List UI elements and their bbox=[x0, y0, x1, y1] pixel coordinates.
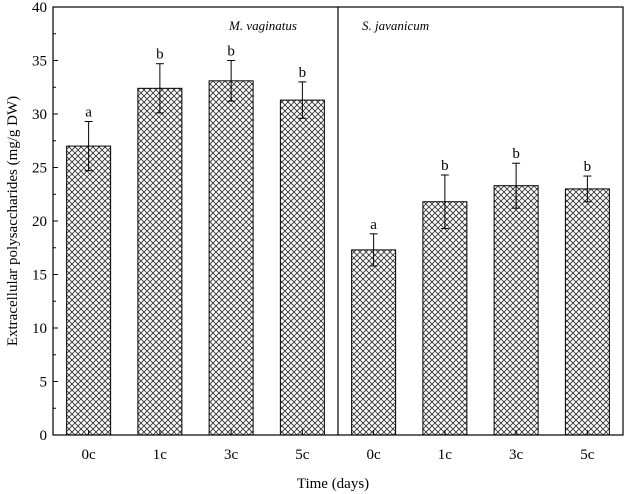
y-axis-title: Extracellular polysaccharides (mg/g DW) bbox=[5, 96, 21, 346]
y-tick-label: 20 bbox=[32, 214, 47, 230]
x-tick-label: 3c bbox=[509, 447, 524, 463]
significance-label: b bbox=[512, 146, 520, 162]
panel-label-m-vaginatus: M. vaginatus bbox=[228, 18, 297, 33]
x-axis-title: Time (days) bbox=[297, 476, 369, 492]
bar-m-vaginatus-5c bbox=[279, 99, 325, 436]
error-bars-layer bbox=[84, 60, 592, 267]
y-tick-label: 30 bbox=[32, 107, 47, 123]
x-tick-label: 1c bbox=[153, 447, 168, 463]
x-tick-label: 5c bbox=[580, 447, 595, 463]
y-tick-label: 35 bbox=[32, 54, 47, 70]
y-tick-label: 10 bbox=[32, 321, 47, 337]
bar-m-vaginatus-0c bbox=[66, 145, 112, 436]
x-axis: 0c 1c 3c 5c 0c 1c 3c 5c bbox=[82, 430, 595, 463]
y-tick-label: 15 bbox=[32, 268, 47, 284]
bar-s-javanicum-1c bbox=[422, 201, 468, 436]
x-tick-label: 3c bbox=[224, 447, 239, 463]
significance-label: b bbox=[441, 158, 449, 174]
bar-m-vaginatus-1c bbox=[137, 87, 183, 436]
bar-s-javanicum-5c bbox=[564, 188, 610, 436]
bar-s-javanicum-0c bbox=[351, 249, 397, 436]
y-axis: 0 5 10 15 20 25 30 35 40 bbox=[32, 0, 58, 444]
y-tick-label: 25 bbox=[32, 161, 47, 177]
x-tick-label: 1c bbox=[438, 447, 453, 463]
y-tick-label: 0 bbox=[40, 428, 48, 444]
x-tick-label: 5c bbox=[295, 447, 310, 463]
significance-label: b bbox=[156, 47, 164, 63]
significance-label: a bbox=[370, 217, 377, 233]
significance-label: b bbox=[227, 44, 235, 60]
significance-labels-layer: a b b b a b b b bbox=[85, 44, 591, 233]
x-tick-label: 0c bbox=[82, 447, 97, 463]
y-tick-label: 40 bbox=[32, 0, 47, 16]
bar-m-vaginatus-3c bbox=[208, 80, 254, 436]
significance-label: a bbox=[85, 104, 92, 120]
significance-label: b bbox=[584, 159, 592, 175]
bars-layer bbox=[66, 80, 610, 436]
bar-s-javanicum-3c bbox=[493, 185, 539, 436]
y-tick-label: 5 bbox=[40, 375, 48, 391]
x-tick-label: 0c bbox=[367, 447, 382, 463]
panel-label-s-javanicum: S. javanicum bbox=[362, 18, 429, 33]
significance-label: b bbox=[299, 65, 307, 81]
